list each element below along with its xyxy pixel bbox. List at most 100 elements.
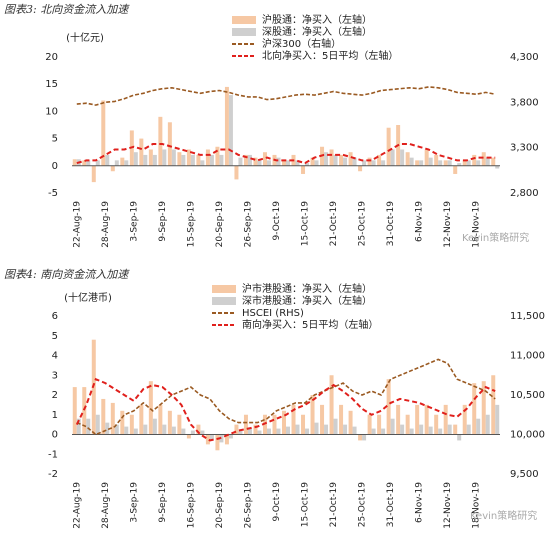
bar (305, 428, 310, 435)
bar (148, 381, 153, 435)
bar (329, 149, 334, 166)
bar (491, 157, 496, 166)
y-tick-label: 5 (52, 331, 58, 342)
bar (377, 154, 382, 166)
bar (443, 404, 448, 435)
x-tick-label: 9-Oct-19 (272, 201, 282, 241)
bar (390, 149, 395, 166)
y-tick-label: 4 (52, 351, 58, 362)
bar (358, 434, 363, 441)
bar (400, 424, 405, 435)
bar (390, 418, 395, 435)
bar (447, 424, 452, 435)
legend-label: 深股通：净买入（左轴） (262, 25, 372, 38)
x-tick-label: 6-Nov-19 (415, 201, 425, 242)
bar (491, 375, 496, 435)
bar (186, 434, 191, 439)
bar (228, 95, 233, 166)
bar (181, 154, 186, 166)
bar (262, 414, 267, 435)
bar (139, 138, 144, 166)
y-tick-label: -5 (48, 188, 58, 199)
x-tick-label: 15-Oct-19 (301, 201, 311, 246)
bar (238, 157, 243, 166)
bar (139, 404, 144, 435)
bar (76, 418, 81, 435)
bar (291, 404, 296, 435)
x-tick-label: 18-Nov-19 (472, 482, 482, 529)
bar (148, 149, 153, 166)
legend-swatch (212, 285, 236, 293)
bar (158, 404, 163, 435)
bar (200, 430, 205, 435)
y2-tick-label: 11,000 (510, 351, 545, 362)
bar (101, 398, 106, 435)
bar (457, 163, 462, 166)
bar (200, 160, 205, 166)
bar (91, 165, 96, 183)
x-tick-label: 21-Oct-19 (329, 482, 339, 527)
y-tick-label: 6 (52, 311, 58, 322)
bar (301, 414, 306, 435)
bar (133, 428, 138, 435)
bar (209, 154, 214, 166)
bar (447, 160, 452, 166)
bar (476, 418, 481, 435)
line-series (76, 86, 496, 106)
bar (453, 165, 458, 174)
x-tick-label: 12-Nov-19 (443, 201, 453, 248)
bar (409, 428, 414, 435)
line-series (76, 143, 496, 165)
bar (301, 165, 306, 174)
bar (262, 152, 267, 166)
x-tick-label: 9-Oct-19 (272, 482, 282, 522)
bar (257, 430, 262, 435)
watermark: Kevin策略研究 (470, 509, 537, 522)
legend-swatch (232, 16, 256, 24)
bar (95, 160, 100, 166)
bar (110, 165, 115, 172)
bar (481, 381, 486, 435)
bar (362, 434, 367, 441)
bar (495, 404, 500, 435)
bar (86, 160, 91, 166)
bar (381, 160, 386, 166)
bar (243, 154, 248, 166)
bar (295, 424, 300, 435)
bar (310, 395, 315, 435)
bar (171, 426, 176, 435)
bar (343, 424, 348, 435)
bar (124, 160, 129, 166)
legend-swatch (232, 28, 256, 36)
y2-tick-label: 10,500 (510, 390, 545, 401)
x-tick-label: 15-Oct-19 (301, 482, 311, 527)
bar (314, 160, 319, 166)
y2-tick-label: 9,500 (510, 469, 539, 480)
bar (82, 387, 87, 435)
bar (205, 149, 210, 166)
y-tick-label: -2 (48, 469, 58, 480)
bar (348, 152, 353, 166)
bar (105, 422, 110, 435)
bar (438, 428, 443, 435)
bar (286, 426, 290, 435)
line-series (76, 358, 496, 436)
bar (352, 426, 357, 435)
bar (424, 404, 429, 435)
bar (443, 160, 448, 166)
bar (333, 418, 338, 435)
bar (266, 428, 271, 435)
bar (72, 387, 77, 435)
bar (348, 410, 353, 435)
x-tick-label: 15-Sep-19 (186, 201, 196, 248)
bar (162, 149, 167, 166)
legend-label: 南向净买入：5日平均（左轴） (242, 318, 378, 331)
bar (462, 404, 467, 435)
bar (305, 163, 310, 166)
y2-tick-label: 11,500 (510, 311, 545, 322)
bar (228, 434, 233, 439)
x-tick-label: 20-Sep-19 (215, 201, 225, 248)
bar (367, 157, 372, 166)
y2-tick-label: 3,800 (510, 97, 539, 108)
